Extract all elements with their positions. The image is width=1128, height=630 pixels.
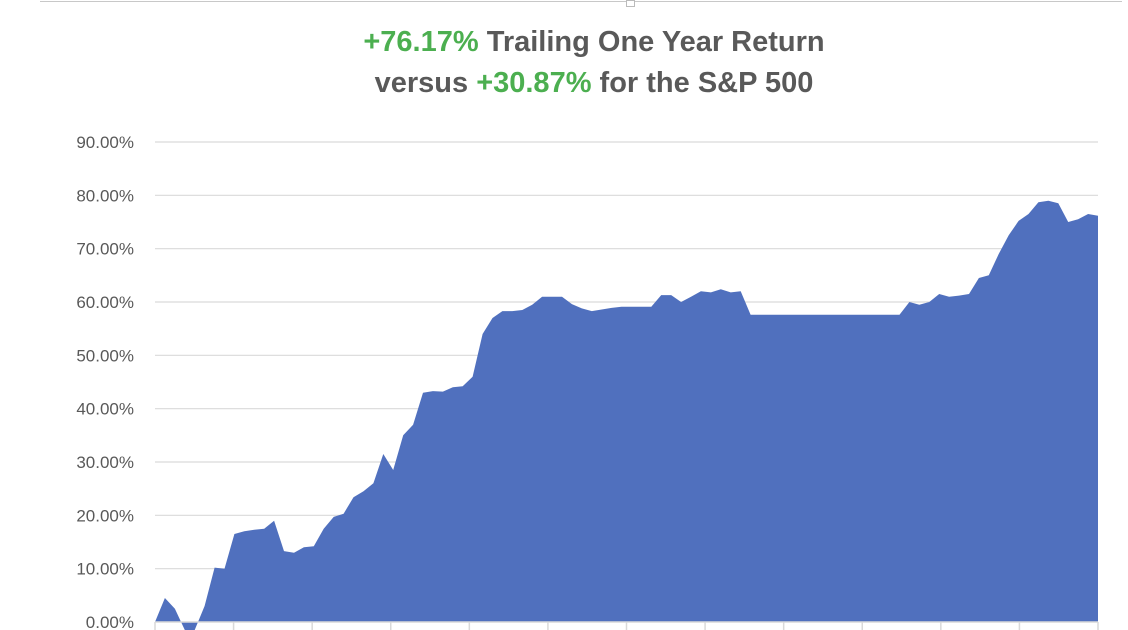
y-tick-label: 10.00% bbox=[76, 560, 134, 579]
fund-return-value: +76.17% bbox=[363, 26, 479, 58]
resize-handle[interactable] bbox=[626, 0, 635, 7]
y-tick-label: 60.00% bbox=[76, 293, 134, 312]
title-line-2: versus +30.87% for the S&P 500 bbox=[0, 63, 1128, 104]
y-tick-label: 30.00% bbox=[76, 453, 134, 472]
title-line-2-prefix: versus bbox=[374, 67, 469, 99]
y-tick-label: 20.00% bbox=[76, 506, 134, 525]
y-tick-label: 90.00% bbox=[76, 133, 134, 152]
chart-frame-border bbox=[40, 0, 1122, 7]
title-line-1-text: Trailing One Year Return bbox=[486, 26, 825, 58]
y-tick-label: 40.00% bbox=[76, 400, 134, 419]
title-line-2-text: for the S&P 500 bbox=[599, 67, 814, 99]
y-tick-label: 70.00% bbox=[76, 240, 134, 259]
chart-title: +76.17% Trailing One Year Return versus … bbox=[0, 22, 1128, 104]
return-area-series bbox=[155, 200, 1098, 630]
title-line-1: +76.17% Trailing One Year Return bbox=[0, 22, 1128, 63]
sp500-return-value: +30.87% bbox=[476, 67, 592, 99]
y-tick-label: 0.00% bbox=[86, 613, 134, 630]
y-tick-label: 50.00% bbox=[76, 346, 134, 365]
y-tick-label: 80.00% bbox=[76, 186, 134, 205]
